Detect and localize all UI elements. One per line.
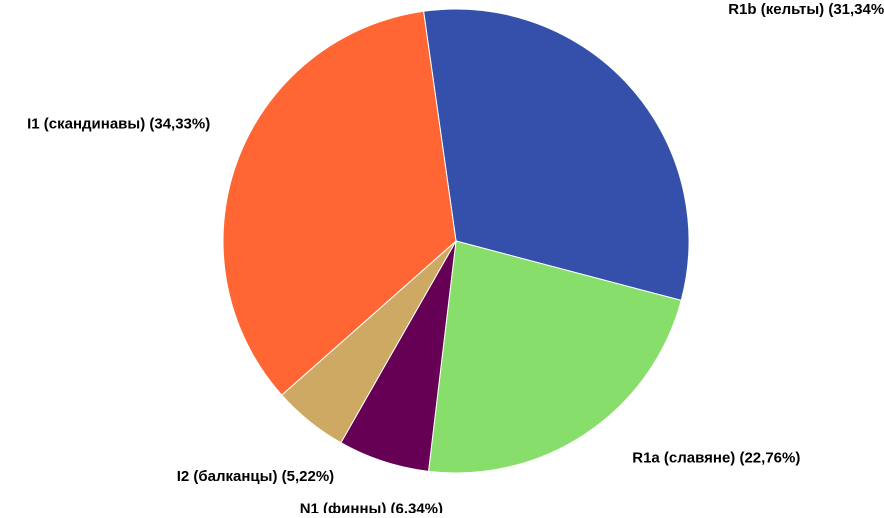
slice-label-2: N1 (финны) (6,34%) [300, 500, 443, 513]
pie-slice-4 [222, 10, 457, 396]
slice-label-1: R1a (славяне) (22,76%) [632, 449, 800, 466]
slice-label-0: R1b (кельты) (31,34%) [728, 1, 884, 18]
slice-label-4: I1 (скандинавы) (34,33%) [27, 116, 210, 133]
pie-slice-0 [423, 8, 690, 302]
slices-layer [222, 8, 690, 474]
slice-label-3: I2 (балканцы) (5,22%) [177, 468, 334, 485]
pie-slice-1 [427, 240, 682, 474]
